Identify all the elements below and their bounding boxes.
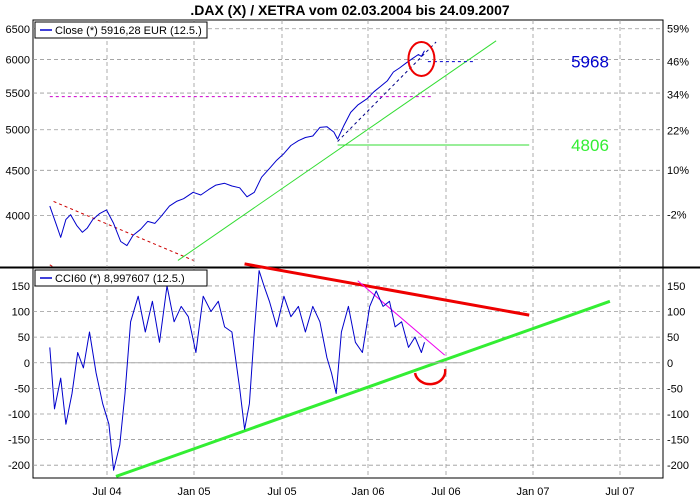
y-right-tick-label: -100: [667, 409, 689, 421]
x-tick-label: Jul 06: [431, 486, 460, 498]
trend-line: [177, 40, 497, 261]
y-tick-label: 150: [12, 281, 30, 293]
y-right-tick-label: 50: [667, 332, 679, 344]
resistance-line: [53, 200, 194, 261]
y-tick-label: 5500: [6, 88, 30, 100]
resistance-line: [357, 280, 446, 356]
y-right-tick-label: -50: [667, 383, 683, 395]
y-right-tick-label: -200: [667, 460, 689, 472]
y-right-tick-label: -150: [667, 435, 689, 447]
x-tick-label: Jan 06: [351, 486, 384, 498]
x-tick-label: Jul 05: [267, 486, 296, 498]
cci-plot-area: [32, 267, 664, 479]
y-tick-label: 0: [24, 358, 30, 370]
y-tick-label: -50: [14, 383, 30, 395]
y-right-tick-label: 10%: [667, 165, 689, 177]
legend-label: CCI60 (*) 8,997607 (12.5.): [55, 273, 185, 285]
highlight-arc: [413, 368, 447, 386]
legend-box: [34, 269, 208, 287]
y-right-tick-label: 150: [667, 281, 685, 293]
y-right-tick-label: 59%: [667, 24, 689, 36]
x-tick-label: Jan 05: [177, 486, 210, 498]
y-tick-label: 50: [18, 332, 30, 344]
support-line: [115, 299, 611, 478]
legend-box: [34, 21, 208, 39]
legend-label: Close (*) 5916,28 EUR (12.5.): [55, 25, 202, 37]
x-tick-label: Jul 07: [605, 486, 634, 498]
y-tick-label: 4500: [6, 165, 30, 177]
series-line: [49, 270, 425, 471]
cci-panel: -200 -200 -150 -150 -100 -100 -50 -50 0 0 50 50 100 1…: [8, 262, 689, 479]
inner-trend-line: [337, 41, 437, 142]
resistance-line: [244, 262, 530, 317]
date-axis: Jul 04 Jan 05 Jul 05 Jan 06 Jul 06 Jan 07 Jul …: [92, 486, 634, 498]
y-right-tick-label: 22%: [667, 125, 689, 137]
series-line: [49, 50, 425, 247]
y-tick-label: 6500: [6, 24, 30, 36]
price-panel: 4000 4500 5000 5500 6000 6500 59% 46% 34% 22% 10% -…: [0, 19, 700, 281]
x-tick-label: Jul 04: [92, 486, 121, 498]
chart-title: .DAX (X) / XETRA vom 02.03.2004 bis 24.0…: [190, 2, 510, 18]
y-tick-label: -100: [8, 409, 30, 421]
y-tick-label: -200: [8, 460, 30, 472]
y-right-tick-label: 46%: [667, 56, 689, 68]
value-annotation: 5968: [571, 53, 609, 72]
value-annotation: 4806: [571, 136, 609, 155]
y-tick-label: 4000: [6, 211, 30, 223]
y-right-tick-label: -2%: [667, 209, 687, 221]
y-tick-label: 6000: [6, 55, 30, 67]
x-tick-label: Jan 07: [516, 486, 549, 498]
y-right-tick-label: 34%: [667, 89, 689, 101]
highlight-circle: [407, 40, 436, 77]
y-right-tick-label: 0: [667, 358, 673, 370]
y-tick-label: -150: [8, 435, 30, 447]
y-tick-label: 5000: [6, 125, 30, 137]
y-tick-label: 100: [12, 307, 30, 319]
y-right-tick-label: 100: [667, 307, 685, 319]
